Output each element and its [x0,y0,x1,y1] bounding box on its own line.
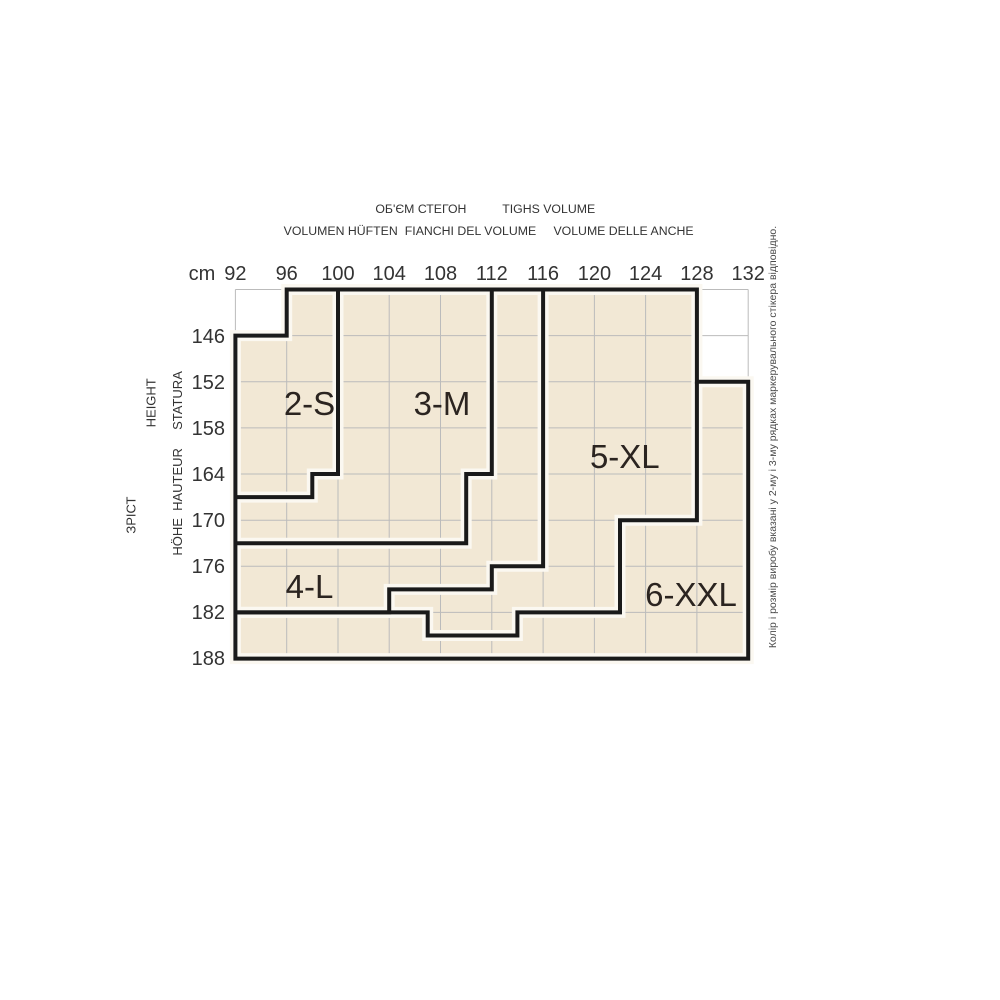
svg-text:112: 112 [476,263,508,285]
svg-text:cm: cm [189,263,216,285]
svg-text:132: 132 [732,263,765,285]
svg-text:152: 152 [192,372,225,394]
svg-text:FIANCHI DEL VOLUME: FIANCHI DEL VOLUME [405,224,536,238]
svg-text:4-L: 4-L [286,568,334,605]
svg-text:5-XL: 5-XL [590,438,660,475]
svg-text:108: 108 [424,263,457,285]
svg-text:116: 116 [527,263,559,285]
svg-text:158: 158 [192,418,225,440]
svg-text:Колір і розмір виробу вказані: Колір і розмір виробу вказані у 2-му і 3… [767,226,779,648]
svg-text:VOLUMEN HÜFTEN: VOLUMEN HÜFTEN [284,224,398,238]
svg-text:2-S: 2-S [284,385,335,422]
svg-text:ОБ'ЄМ СТЕГОН: ОБ'ЄМ СТЕГОН [375,202,466,216]
svg-text:128: 128 [680,263,713,285]
svg-text:164: 164 [192,464,225,486]
svg-text:182: 182 [192,602,225,624]
svg-text:3-M: 3-M [414,385,471,422]
svg-text:6-XXL: 6-XXL [645,576,737,613]
svg-text:104: 104 [373,263,406,285]
svg-text:120: 120 [578,263,611,285]
svg-text:STATURA: STATURA [170,371,185,430]
svg-text:92: 92 [224,263,246,285]
svg-text:HÖHE: HÖHE [170,518,185,556]
svg-text:ЗРІСТ: ЗРІСТ [124,497,139,534]
svg-text:188: 188 [192,648,225,670]
svg-text:100: 100 [321,263,354,285]
svg-text:124: 124 [629,263,662,285]
svg-text:HEIGHT: HEIGHT [144,378,159,427]
svg-text:TIGHS VOLUME: TIGHS VOLUME [502,202,595,216]
svg-text:146: 146 [192,326,225,348]
svg-text:96: 96 [276,263,298,285]
svg-text:170: 170 [192,510,225,532]
svg-text:HAUTEUR: HAUTEUR [170,448,185,511]
svg-text:176: 176 [192,556,225,578]
svg-text:VOLUME DELLE ANCHE: VOLUME DELLE ANCHE [553,224,693,238]
